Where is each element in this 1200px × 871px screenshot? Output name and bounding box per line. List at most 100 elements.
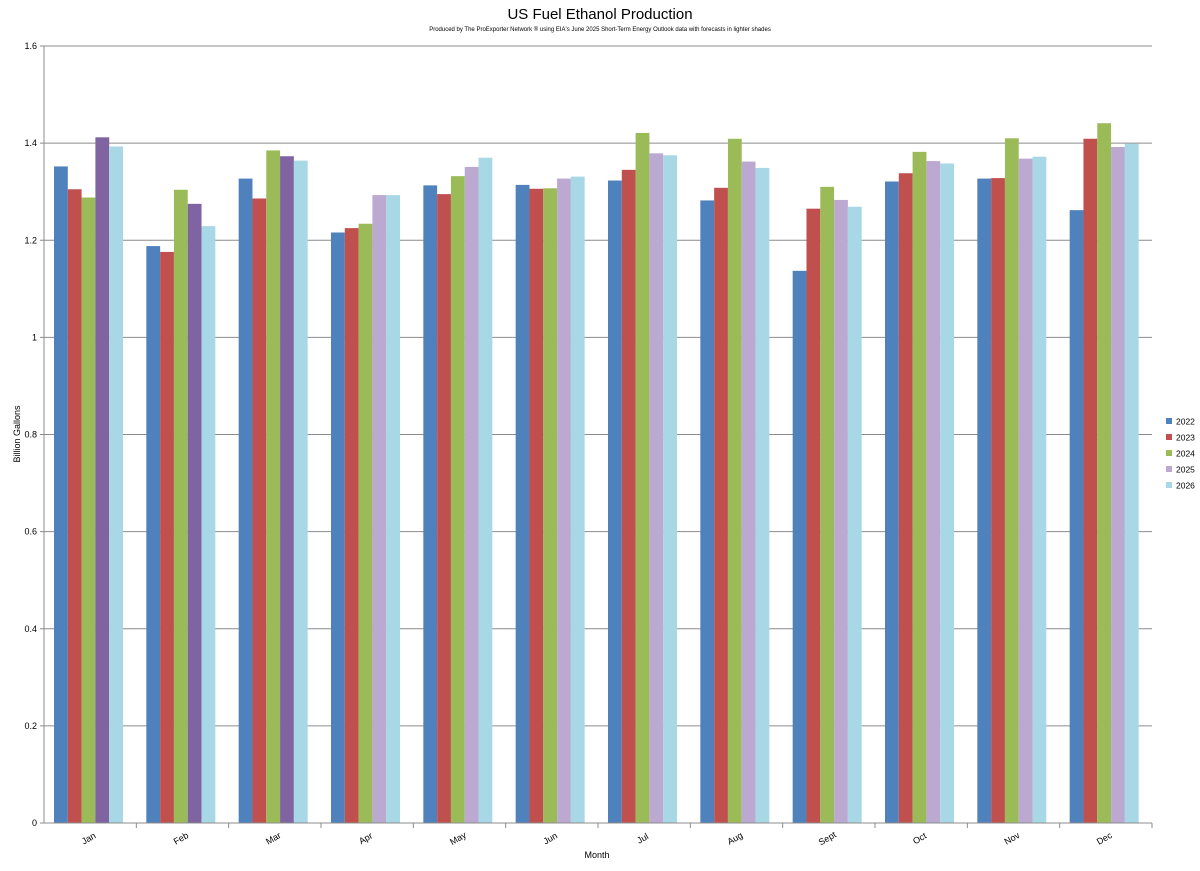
bar-2025-Sept	[834, 199, 848, 823]
y-tick-label: 1.2	[24, 235, 37, 245]
bar-2026-Sept	[847, 206, 862, 824]
bar-2024-Mar	[266, 150, 281, 823]
bar-2022-Aug	[700, 200, 715, 823]
bar-2025-Jun	[557, 178, 571, 823]
bar-2026-Aug	[755, 167, 770, 823]
bar-2026-Jul	[663, 155, 677, 823]
bar-2022-Jan	[54, 166, 68, 823]
bars	[54, 123, 1139, 824]
legend-swatch-2025	[1166, 466, 1172, 472]
bar-2024-Dec	[1097, 123, 1112, 823]
legend-label: 2025	[1176, 465, 1195, 475]
bar-2023-Mar	[252, 198, 267, 824]
chart-title: US Fuel Ethanol Production	[507, 6, 693, 23]
y-tick-label: 0.4	[24, 624, 37, 634]
x-tick-label: Mar	[264, 830, 282, 846]
bar-2023-Nov	[991, 178, 1005, 824]
x-tick-label: Feb	[172, 830, 190, 846]
x-tick-label: Oct	[911, 830, 929, 846]
bar-2022-Dec	[1069, 210, 1084, 823]
bar-2022-Jul	[608, 180, 622, 823]
y-tick-label: 0	[32, 818, 37, 828]
bar-2022-Jun	[515, 184, 530, 823]
bar-2025-Jan	[95, 137, 110, 824]
legend-swatch-2024	[1166, 450, 1172, 456]
bar-2022-Nov	[977, 178, 992, 823]
y-tick-label: 1.4	[24, 138, 37, 148]
bar-2025-Oct	[926, 161, 941, 824]
bar-2022-Feb	[146, 246, 161, 823]
bar-2024-Apr	[358, 223, 373, 824]
grid-lines	[44, 45, 1152, 727]
bar-2025-Feb	[187, 203, 202, 823]
bar-2023-Dec	[1083, 138, 1098, 823]
legend-swatch-2026	[1166, 482, 1172, 488]
legend-swatch-2023	[1166, 434, 1172, 440]
axes	[40, 45, 1153, 828]
bar-2023-Apr	[344, 228, 359, 824]
x-tick-label: Sept	[817, 829, 838, 847]
legend-label: 2022	[1176, 417, 1195, 427]
bar-2024-Sept	[820, 186, 835, 823]
bar-2024-Jul	[635, 132, 650, 823]
bar-2023-Feb	[160, 251, 174, 823]
y-tick-label: 0.2	[24, 721, 37, 731]
legend: 2022 2023 2024 2025 2026	[1166, 417, 1195, 491]
legend-label: 2026	[1176, 481, 1195, 491]
y-axis-title: Billion Gallons	[12, 405, 22, 463]
bar-2024-Jan	[81, 197, 96, 823]
bar-2026-Oct	[940, 163, 954, 823]
x-tick-label: Dec	[1095, 830, 1114, 847]
x-tick-label: Jun	[542, 830, 560, 846]
bar-2023-Jan	[67, 189, 82, 823]
bar-2023-Jun	[529, 188, 544, 823]
bar-2025-Dec	[1111, 147, 1125, 823]
x-tick-label: Apr	[357, 831, 374, 847]
bar-2025-Apr	[372, 195, 387, 824]
x-tick-label: May	[448, 830, 468, 847]
x-tick-label: Nov	[1003, 830, 1022, 847]
bar-2023-Aug	[714, 187, 728, 824]
x-tick-label: Jan	[80, 830, 98, 846]
bar-2026-Apr	[386, 195, 400, 824]
chart-subtitle: Produced by The ProExporter Network ® us…	[429, 27, 771, 33]
bar-2026-Mar	[293, 160, 308, 824]
bar-2022-Apr	[331, 232, 345, 824]
bar-2025-Jul	[649, 153, 664, 823]
bar-2026-May	[478, 157, 493, 823]
bar-2025-Mar	[280, 156, 294, 824]
bar-2023-May	[437, 194, 451, 823]
bar-2022-May	[423, 185, 438, 823]
bar-2023-Oct	[898, 173, 913, 824]
bar-2026-Jan	[109, 146, 123, 823]
bar-2023-Sept	[806, 208, 821, 823]
bar-2024-Oct	[912, 151, 927, 823]
x-axis-title: Month	[584, 850, 609, 860]
bar-2026-Nov	[1032, 156, 1047, 824]
bar-2026-Feb	[201, 226, 216, 824]
bar-2025-May	[464, 166, 479, 824]
bar-2024-May	[450, 176, 465, 823]
bar-2022-Oct	[885, 181, 899, 824]
bar-2022-Mar	[238, 178, 253, 823]
bar-2024-Jun	[543, 188, 558, 824]
bar-2025-Aug	[741, 161, 756, 823]
y-tick-label: 1	[32, 332, 37, 342]
y-tick-label: 1.6	[24, 41, 37, 51]
bar-2022-Sept	[792, 270, 807, 824]
bar-2024-Feb	[173, 189, 188, 823]
legend-label: 2023	[1176, 433, 1195, 443]
bar-2026-Jun	[570, 176, 585, 823]
bar-2024-Nov	[1004, 138, 1019, 823]
legend-swatch-2022	[1166, 418, 1172, 424]
y-tick-label: 0.6	[24, 527, 37, 537]
x-tick-label: Jul	[635, 831, 650, 845]
bar-2024-Aug	[727, 138, 742, 823]
bar-2025-Nov	[1018, 158, 1033, 823]
y-tick-label: 0.8	[24, 430, 37, 440]
bar-2026-Dec	[1124, 143, 1139, 824]
bar-2023-Jul	[621, 169, 636, 823]
x-tick-label: Aug	[726, 830, 745, 847]
legend-label: 2024	[1176, 449, 1195, 459]
